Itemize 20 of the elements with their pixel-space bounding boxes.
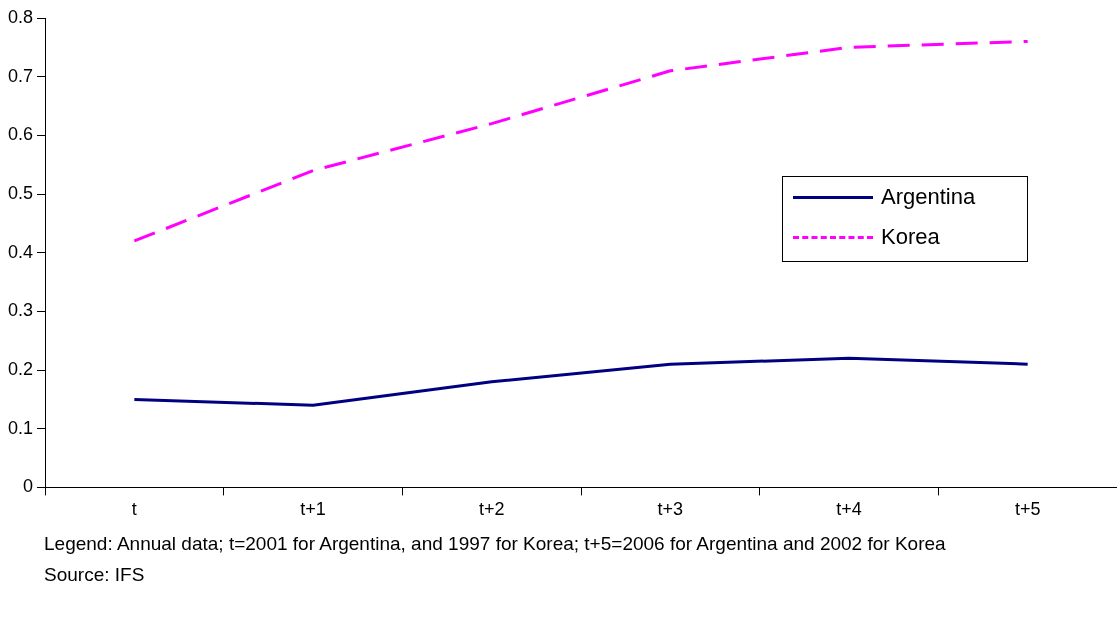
source-note: Source: IFS <box>44 563 146 587</box>
legend-label: Argentina <box>881 184 976 210</box>
x-tick-label: t+2 <box>478 499 505 520</box>
x-tick-label: t <box>131 499 137 520</box>
x-tick-label: t+4 <box>836 499 862 520</box>
y-tick-label: 0.6 <box>7 124 34 145</box>
x-tick-label: t+5 <box>1014 499 1041 520</box>
line-series <box>132 39 1030 243</box>
y-tick-label: 0 <box>23 476 34 497</box>
y-tick-label: 0.7 <box>7 65 34 86</box>
y-tick-label: 0.3 <box>7 300 34 321</box>
y-tick-label: 0.5 <box>7 182 34 203</box>
x-tick-label: t+3 <box>657 499 684 520</box>
y-tick-label: 0.2 <box>7 359 34 380</box>
y-tick-label: 0.4 <box>7 241 34 262</box>
y-tick-label: 0.8 <box>7 6 34 27</box>
x-tick-label: t+1 <box>300 499 326 520</box>
y-tick-label: 0.1 <box>7 417 34 438</box>
legend-label: Korea <box>881 224 940 250</box>
text: Legend: Annual data; t=2001 for Argentina, and 1997 for Korea; t+5=2006 for Argentina and 2002 for Korea <box>44 532 947 556</box>
